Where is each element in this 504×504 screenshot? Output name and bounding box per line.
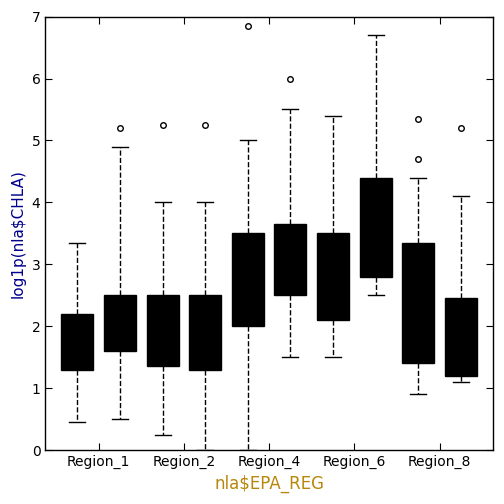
PathPatch shape	[232, 233, 264, 326]
PathPatch shape	[317, 233, 349, 320]
PathPatch shape	[360, 177, 392, 277]
Y-axis label: log1p(nla$CHLA): log1p(nla$CHLA)	[11, 169, 26, 298]
X-axis label: nla$EPA_REG: nla$EPA_REG	[214, 475, 324, 493]
PathPatch shape	[147, 295, 178, 366]
PathPatch shape	[61, 314, 93, 369]
PathPatch shape	[189, 295, 221, 369]
PathPatch shape	[275, 224, 306, 295]
PathPatch shape	[104, 295, 136, 351]
PathPatch shape	[445, 298, 477, 376]
PathPatch shape	[402, 242, 434, 363]
